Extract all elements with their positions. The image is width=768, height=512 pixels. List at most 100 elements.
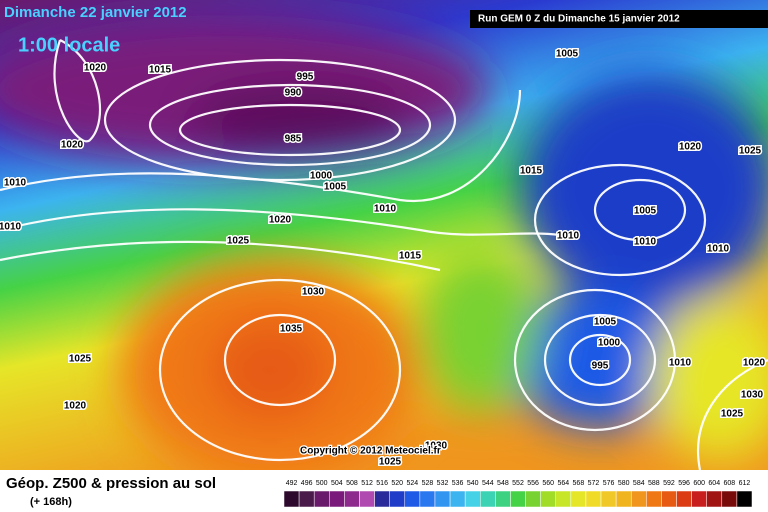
scale-swatch [630, 490, 647, 508]
isobar-label: 1005 [324, 182, 347, 193]
scale-swatch [404, 490, 421, 508]
scale-label: 508 [346, 480, 358, 487]
isobar-label: 1025 [69, 354, 92, 365]
map-date: Dimanche 22 janvier 2012 [4, 4, 187, 21]
isobar-label: 1005 [556, 49, 579, 60]
scale-label: 524 [406, 480, 418, 487]
run-info: Run GEM 0 Z du Dimanche 15 janvier 2012 [478, 14, 680, 25]
scale-swatch [283, 490, 300, 508]
isobar-label: 1010 [557, 231, 580, 242]
isobar-label: 1030 [302, 287, 325, 298]
isobar-label: 995 [592, 361, 609, 372]
scale-label: 600 [693, 480, 705, 487]
field-background [0, 0, 768, 480]
scale-label: 516 [376, 480, 388, 487]
scale-label: 576 [603, 480, 615, 487]
scale-swatch [480, 490, 496, 508]
scale-swatch [298, 490, 315, 508]
scale-label: 504 [331, 480, 343, 487]
isobar-label: 1020 [679, 142, 702, 153]
isobar-label: 1005 [594, 317, 617, 328]
scale-label: 496 [301, 480, 313, 487]
scale-label: 568 [573, 480, 585, 487]
scale-label: 580 [618, 480, 630, 487]
scale-label: 492 [286, 480, 298, 487]
scale-swatch [646, 490, 662, 508]
map-time: 1:00 locale [18, 34, 120, 56]
scale-swatch [706, 490, 723, 508]
isobar-label: 1010 [4, 178, 27, 189]
scale-label: 592 [663, 480, 675, 487]
isobar-label: 1020 [269, 215, 292, 226]
scale-swatch [600, 490, 617, 508]
scale-label: 500 [316, 480, 328, 487]
scale-swatch [419, 490, 436, 508]
isobar-label: 1015 [399, 251, 422, 262]
scale-label: 584 [633, 480, 645, 487]
scale-swatch [676, 490, 692, 508]
isobar-label: 1015 [520, 166, 543, 177]
scale-label: 608 [724, 480, 736, 487]
isobar-label: 1025 [227, 236, 250, 247]
scale-swatch [329, 490, 345, 508]
scale-swatch [389, 490, 406, 508]
isobar-label: 985 [285, 134, 302, 145]
legend-title: Géop. Z500 & pression au sol [6, 475, 216, 492]
isobars [0, 39, 768, 471]
scale-label: 540 [467, 480, 479, 487]
scale-label: 612 [739, 480, 751, 487]
scale-swatch [661, 490, 677, 508]
scale-swatch [313, 490, 330, 508]
scale-swatch [344, 490, 360, 508]
scale-swatch [691, 490, 707, 508]
scale-swatch [449, 490, 466, 508]
scale-label: 596 [678, 480, 690, 487]
isobar-label: 1030 [741, 390, 764, 401]
scale-swatch [525, 490, 541, 508]
isobar-label: 1010 [0, 222, 22, 233]
isobar-label: 1010 [707, 244, 730, 255]
color-scale: 492 496 500 504 508 512 516 520 524 528 532 536 540 5… [283, 480, 753, 508]
isobar-label: 995 [297, 72, 314, 83]
isobar-label: 1030 [425, 441, 448, 452]
scale-label: 544 [482, 480, 494, 487]
isobar-label: 1000 [598, 338, 621, 349]
scale-swatch [495, 490, 511, 508]
scale-swatch [434, 490, 451, 508]
copyright: Copyright © 2012 Meteociel.fr [300, 446, 441, 457]
isobar-label: 1035 [280, 324, 303, 335]
scale-swatch [464, 490, 481, 508]
isobar-label: 1010 [669, 358, 692, 369]
scale-swatch [721, 490, 738, 508]
scale-swatch [540, 490, 556, 508]
isobar-label: 1025 [379, 457, 402, 468]
isobar-labels: 1020 1015 995 990 985 1020 1010 1000 1005 1005 101… [0, 47, 767, 469]
scale-label: 588 [648, 480, 660, 487]
scale-swatch [585, 490, 602, 508]
scale-label: 532 [437, 480, 449, 487]
isobar-label: 1020 [84, 63, 107, 74]
scale-label: 520 [391, 480, 403, 487]
isobar-label: 990 [285, 88, 302, 99]
scale-swatch [374, 490, 390, 508]
scale-label: 556 [527, 480, 539, 487]
scale-label: 528 [422, 480, 434, 487]
scale-label: 552 [512, 480, 524, 487]
scale-swatch [359, 490, 375, 508]
scale-label: 548 [497, 480, 509, 487]
isobar-label: 1010 [374, 204, 397, 215]
isobar-label: 1020 [64, 401, 87, 412]
isobar-label: 1020 [743, 358, 766, 369]
scale-label: 560 [542, 480, 554, 487]
scale-swatch [736, 490, 753, 508]
legend-subtitle: (+ 168h) [30, 496, 72, 508]
scale-label: 536 [452, 480, 464, 487]
isobar-label: 1020 [61, 140, 84, 151]
scale-swatch [570, 490, 587, 508]
scale-swatch [555, 490, 572, 508]
isobar-label: 1015 [149, 65, 172, 76]
scale-label: 572 [588, 480, 600, 487]
isobar-label: 1005 [634, 206, 657, 217]
